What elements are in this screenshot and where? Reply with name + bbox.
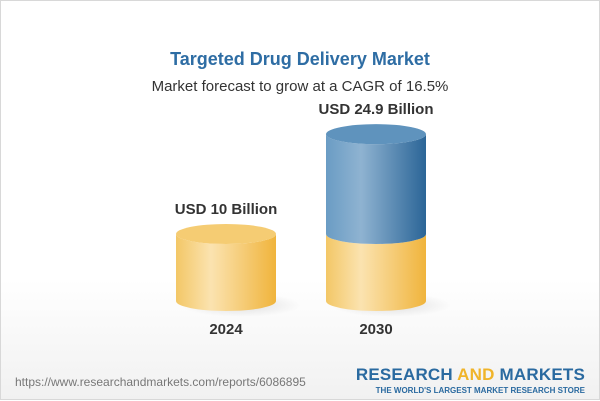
chart-subtitle: Market forecast to grow at a CAGR of 16.… <box>151 78 449 95</box>
cylinder-top <box>176 224 276 244</box>
cylinder-2024 <box>176 234 276 311</box>
chart-title: Targeted Drug Delivery Market <box>170 49 430 69</box>
source-url[interactable]: https://www.researchandmarkets.com/repor… <box>15 375 306 389</box>
data-label: USD 24.9 Billion <box>318 101 433 118</box>
research-and-markets-logo: RESEARCH AND MARKETS THE WORLD'S LARGEST… <box>355 365 585 395</box>
data-label: USD 10 Billion <box>175 201 278 218</box>
cylinder-top <box>326 124 426 145</box>
logo-tagline: THE WORLD'S LARGEST MARKET RESEARCH STOR… <box>375 386 585 395</box>
cylinder-base-segment <box>326 234 426 311</box>
cylinder-growth-segment <box>326 134 426 244</box>
year-label: 2024 <box>209 321 243 338</box>
year-label: 2030 <box>359 321 392 338</box>
